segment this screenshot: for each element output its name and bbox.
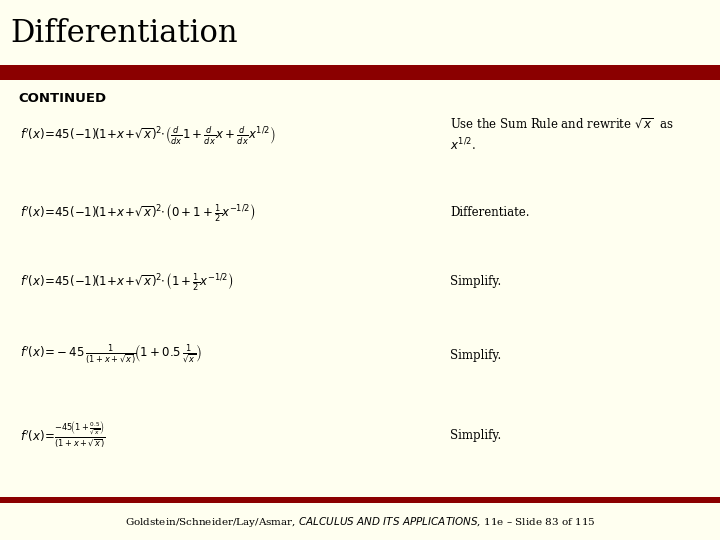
Bar [0,497,720,503]
Text: $f'(x)\!=\!45(-1)\!\left(1\!+\!x\!+\!\sqrt{x}\right)^{\!2}\!\cdot\!\left(0+1+\fr: $f'(x)\!=\!45(-1)\!\left(1\!+\!x\!+\!\sq… [20,201,256,222]
Bar [0,503,720,540]
Text: Goldstein/Schneider/Lay/Asmar, $\mathit{CALCULUS\ AND\ ITS\ APPLICATIONS}$, 11e : Goldstein/Schneider/Lay/Asmar, $\mathit{… [125,515,595,529]
Text: CONTINUED: CONTINUED [18,92,106,105]
Text: $f'(x)\!=\!-45\,\frac{1}{\left(1+x+\sqrt{x}\right)}\!\left(1+0.5\,\frac{1}{\sqrt: $f'(x)\!=\!-45\,\frac{1}{\left(1+x+\sqrt… [20,343,202,367]
Text: $f'(x)\!=\!45(-1)\!\left(1\!+\!x\!+\!\sqrt{x}\right)^{\!2}\!\cdot\!\left(1+\frac: $f'(x)\!=\!45(-1)\!\left(1\!+\!x\!+\!\sq… [20,272,233,293]
Text: Use the Sum Rule and rewrite $\sqrt{x}$  as: Use the Sum Rule and rewrite $\sqrt{x}$ … [450,118,673,132]
Text: $f'(x)\!=\!\frac{-45\!\left(1+\frac{0.5}{\sqrt{x}}\right)}{\left(1+x+\sqrt{x}\ri: $f'(x)\!=\!\frac{-45\!\left(1+\frac{0.5}… [20,420,106,450]
Text: Differentiation: Differentiation [10,17,238,49]
Text: Simplify.: Simplify. [450,429,501,442]
Text: Differentiate.: Differentiate. [450,206,529,219]
Bar [0,65,720,80]
Text: Simplify.: Simplify. [450,275,501,288]
Bar [0,0,720,65]
Text: $f'(x)\!=\!45(-1)\!\left(1\!+\!x\!+\!\sqrt{x}\right)^{\!2}\!\cdot\!\left(\frac{d: $f'(x)\!=\!45(-1)\!\left(1\!+\!x\!+\!\sq… [20,124,276,146]
Text: Simplify.: Simplify. [450,348,501,361]
Bar [0,80,720,500]
Text: $x^{1/2}$.: $x^{1/2}$. [450,137,476,153]
